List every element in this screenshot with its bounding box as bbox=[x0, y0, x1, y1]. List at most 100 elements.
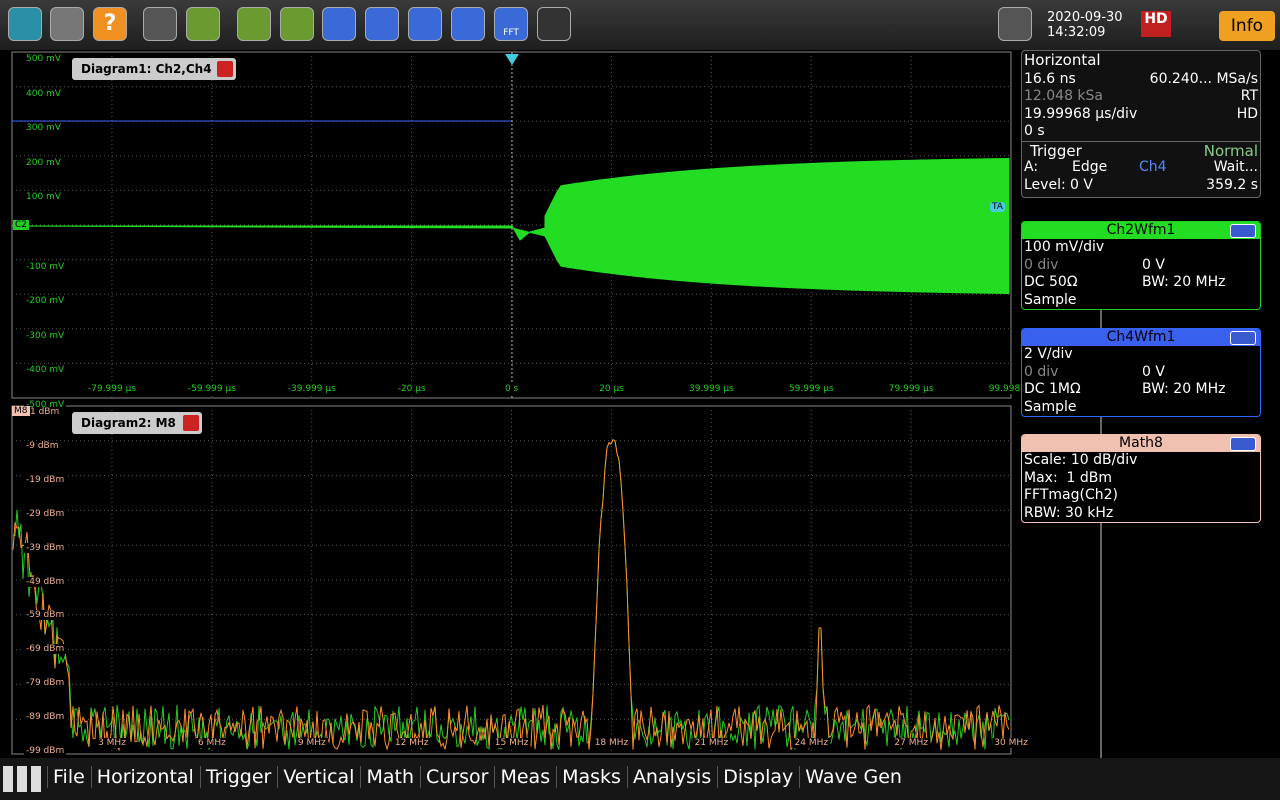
trigger-source: Ch4 bbox=[1139, 159, 1167, 175]
trigger-type: Edge bbox=[1072, 159, 1108, 175]
ref-button[interactable] bbox=[451, 7, 485, 41]
trigger-time: 359.2 s bbox=[1206, 176, 1258, 193]
trigger-marker bbox=[505, 54, 519, 65]
math8-max: Max: 1 dBm bbox=[1024, 469, 1113, 486]
x-tick-label: 21 MHz bbox=[692, 738, 731, 748]
fft-trace-orange bbox=[12, 438, 1010, 752]
apps-button[interactable] bbox=[3, 766, 41, 792]
y-tick-label: -400 mV bbox=[24, 365, 67, 376]
ch4-bandwidth: BW: 20 MHz bbox=[1142, 381, 1226, 397]
trigger-source-label: A: bbox=[1024, 159, 1039, 175]
ch4-coupling: DC 1MΩ bbox=[1024, 381, 1081, 397]
x-tick-label: 27 MHz bbox=[892, 738, 930, 748]
minimize[interactable] bbox=[1230, 331, 1256, 345]
hd-mode: HD bbox=[1236, 105, 1258, 122]
record-length: 12.048 kSa bbox=[1024, 88, 1104, 104]
ch2-panel[interactable]: Ch2Wfm1 100 mV/div 0 div 0 V DC 50Ω BW: 20… bbox=[1021, 221, 1261, 310]
x-tick-label: 20 µs bbox=[597, 384, 626, 394]
ch2-coupling: DC 50Ω bbox=[1024, 274, 1078, 290]
minimize[interactable] bbox=[1230, 224, 1256, 238]
math8-panel[interactable]: Math8 Scale: 10 dB/div Max: 1 dBm FFTmag… bbox=[1021, 434, 1261, 523]
close-diagram1[interactable] bbox=[217, 61, 233, 77]
menu-item[interactable]: Trigger bbox=[199, 766, 271, 788]
menu-item[interactable]: Wave Gen bbox=[799, 766, 902, 788]
x-tick-label: -59.999 µs bbox=[185, 384, 238, 394]
grid bbox=[12, 52, 1011, 754]
menu-item[interactable]: File bbox=[47, 766, 85, 788]
menu-item[interactable]: Display bbox=[717, 766, 793, 788]
diagram1-tab[interactable]: Diagram1: Ch2,Ch4 bbox=[72, 58, 236, 80]
file-button[interactable] bbox=[143, 7, 177, 41]
sample-rate: 60.240... MSa/s bbox=[1149, 70, 1258, 87]
x-tick-label: 59.999 µs bbox=[786, 384, 836, 394]
y-tick-label: -39 dBm bbox=[24, 542, 67, 553]
menu-item[interactable]: Masks bbox=[556, 766, 621, 788]
fft-trace-green bbox=[12, 438, 1010, 750]
meas-button[interactable] bbox=[365, 7, 399, 41]
x-tick-label: 3 MHz bbox=[96, 738, 128, 748]
x-tick-label: 99.998 µs bbox=[986, 384, 1036, 394]
help-button[interactable]: ? bbox=[93, 7, 127, 41]
close-diagram2[interactable] bbox=[183, 415, 199, 431]
ch4-panel[interactable]: Ch4Wfm1 2 V/div 0 div 0 V DC 1MΩ BW: 20 MH… bbox=[1021, 328, 1261, 417]
y-tick-label: -59 dBm bbox=[24, 610, 67, 621]
ch2-title: Ch2Wfm1 bbox=[1106, 222, 1176, 238]
minimize[interactable] bbox=[1230, 437, 1256, 451]
math8-scale: Scale: 10 dB/div bbox=[1024, 452, 1138, 468]
mode: RT bbox=[1240, 88, 1258, 104]
menu-item[interactable]: Math bbox=[360, 766, 414, 788]
trigger-title: Trigger bbox=[1030, 141, 1082, 160]
y-tick-label: -29 dBm bbox=[24, 508, 67, 519]
ch4-title: Ch4Wfm1 bbox=[1106, 329, 1176, 345]
autoset-button[interactable] bbox=[186, 7, 220, 41]
x-tick-label: -39.999 µs bbox=[285, 384, 338, 394]
y-tick-label: -500 mV bbox=[24, 400, 67, 410]
ch2-marker: C2 bbox=[13, 220, 30, 230]
redo-button[interactable] bbox=[50, 7, 84, 41]
y-tick-label: -49 dBm bbox=[24, 576, 67, 587]
horizontal-panel[interactable]: Horizontal 16.6 ns 60.240... MSa/s 12.048… bbox=[1021, 50, 1261, 198]
ch4-scale: 2 V/div bbox=[1024, 346, 1073, 362]
y-tick-label: -300 mV bbox=[24, 330, 67, 341]
y-tick-label: -89 dBm bbox=[24, 712, 67, 723]
cursor-button[interactable] bbox=[322, 7, 356, 41]
x-tick-label: 12 MHz bbox=[392, 738, 431, 748]
menu-item[interactable]: Cursor bbox=[420, 766, 488, 788]
zoom-button[interactable] bbox=[237, 7, 271, 41]
y-tick-label: 500 mV bbox=[24, 54, 63, 64]
menu-item[interactable]: Analysis bbox=[626, 766, 711, 788]
x-tick-label: 30 MHz bbox=[992, 738, 1030, 748]
diagram2-tab[interactable]: Diagram2: M8 bbox=[72, 412, 202, 434]
diagrams bbox=[11, 51, 1012, 755]
menu-item[interactable]: Vertical bbox=[277, 766, 354, 788]
ch4-acquisition: Sample bbox=[1024, 398, 1077, 415]
x-tick-label: 24 MHz bbox=[792, 738, 831, 748]
x-tick-label: -79.999 µs bbox=[85, 384, 139, 394]
menu-item[interactable]: Horizontal bbox=[90, 766, 194, 788]
info-button[interactable]: Info bbox=[1219, 11, 1275, 41]
delete-button[interactable] bbox=[537, 7, 571, 41]
search-button[interactable] bbox=[280, 7, 314, 41]
mask-button[interactable] bbox=[408, 7, 442, 41]
ch2-offset-div: 0 div bbox=[1024, 256, 1059, 273]
y-tick-label: -9 dBm bbox=[24, 440, 61, 451]
trigger-level-label: Level: bbox=[1024, 176, 1066, 193]
x-tick-label: -20 µs bbox=[395, 384, 428, 394]
trigger-level: 0 V bbox=[1070, 176, 1093, 193]
fft-button[interactable]: FFT bbox=[494, 7, 528, 41]
date: 2020-09-30 bbox=[1047, 10, 1123, 25]
x-tick-label: 39.999 µs bbox=[687, 384, 736, 394]
menu-item[interactable]: Meas bbox=[494, 766, 550, 788]
settings-button[interactable] bbox=[998, 7, 1032, 41]
ch2-trace bbox=[11, 157, 1010, 295]
ch2-scale: 100 mV/div bbox=[1024, 239, 1105, 255]
y-tick-label: -79 dBm bbox=[24, 678, 67, 689]
math8-function: FFTmag(Ch2) bbox=[1024, 487, 1118, 503]
m8-marker: M8 bbox=[12, 406, 30, 416]
y-tick-label: 200 mV bbox=[24, 157, 63, 168]
y-tick-label: -69 dBm bbox=[24, 644, 67, 655]
ch4-offset: 0 V bbox=[1142, 363, 1165, 380]
ch2-offset: 0 V bbox=[1142, 256, 1165, 273]
x-tick-label: 15 MHz bbox=[492, 738, 531, 748]
undo-button[interactable] bbox=[8, 7, 42, 41]
